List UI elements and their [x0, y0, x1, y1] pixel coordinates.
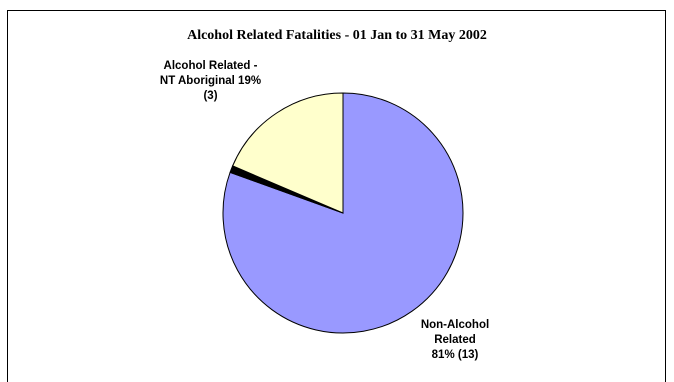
slice-label-alcohol-related: Alcohol Related - NT Aboriginal 19% (3) [138, 59, 283, 104]
slice-label-line: NT Aboriginal 19% [159, 75, 262, 87]
slice-label-line: Related [434, 334, 476, 346]
pie-slice-alcohol-related-nt-aboriginal [231, 92, 344, 214]
slice-label-non-alcohol-related: Non-Alcohol Related 81% (13) [405, 318, 505, 363]
slice-label-line: 81% (13) [431, 349, 479, 361]
chart-title: Alcohol Related Fatalities - 01 Jan to 3… [187, 28, 487, 43]
slice-label-line: Non-Alcohol [420, 319, 490, 331]
slice-label-line: Alcohol Related - [163, 60, 258, 72]
slice-label-line: (3) [203, 90, 218, 102]
